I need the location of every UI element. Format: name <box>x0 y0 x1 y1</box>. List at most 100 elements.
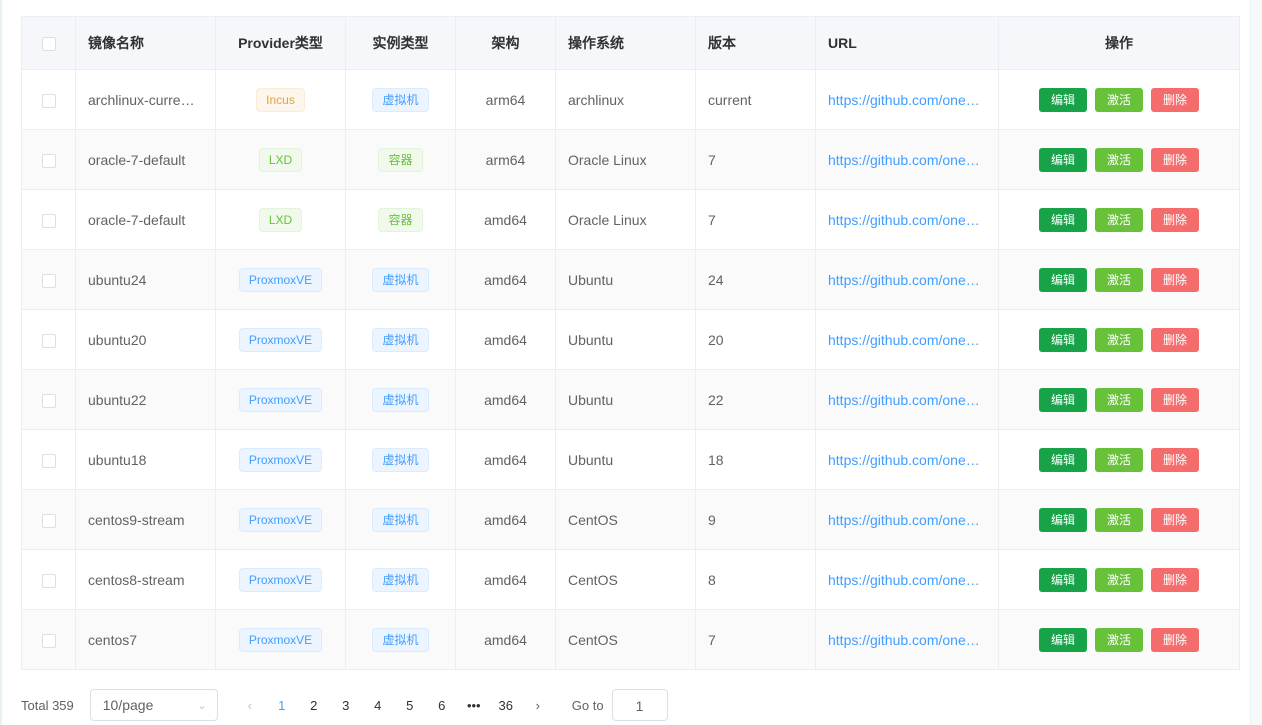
row-checkbox[interactable] <box>41 393 56 408</box>
delete-button[interactable]: 删除 <box>1151 147 1199 172</box>
table-row: ubuntu18 ProxmoxVE 虚拟机 amd64 Ubuntu 18 h… <box>21 429 1240 490</box>
edit-button[interactable]: 编辑 <box>1039 87 1087 112</box>
table-row: oracle-7-default LXD 容器 arm64 Oracle Lin… <box>21 129 1240 190</box>
delete-button[interactable]: 删除 <box>1151 207 1199 232</box>
url-link[interactable]: https://github.com/onecl… <box>815 489 999 550</box>
os: CentOS <box>555 609 696 670</box>
arch: arm64 <box>455 69 556 130</box>
delete-button[interactable]: 删除 <box>1151 507 1199 532</box>
edit-button[interactable]: 编辑 <box>1039 507 1087 532</box>
activate-button[interactable]: 激活 <box>1095 447 1143 472</box>
delete-button[interactable]: 删除 <box>1151 267 1199 292</box>
instance-type-tag: 虚拟机 <box>372 267 429 292</box>
delete-button[interactable]: 删除 <box>1151 327 1199 352</box>
left-edge <box>0 0 2 725</box>
scrollbar[interactable] <box>1250 0 1262 725</box>
edit-button[interactable]: 编辑 <box>1039 567 1087 592</box>
url-link[interactable]: https://github.com/onecl… <box>815 549 999 610</box>
header-provider[interactable]: Provider类型 <box>215 16 346 70</box>
page-number[interactable]: 4 <box>374 697 382 713</box>
table-row: centos7 ProxmoxVE 虚拟机 amd64 CentOS 7 htt… <box>21 609 1240 670</box>
row-checkbox[interactable] <box>41 633 56 648</box>
prev-page-icon[interactable]: ‹ <box>247 697 252 713</box>
url-link[interactable]: https://github.com/onecl… <box>815 129 999 190</box>
row-checkbox[interactable] <box>41 93 56 108</box>
page-number[interactable]: 2 <box>310 697 318 713</box>
url-link[interactable]: https://github.com/onecl… <box>815 249 999 310</box>
page-size-select[interactable]: 10/page ⌄ <box>89 689 218 721</box>
activate-button[interactable]: 激活 <box>1095 627 1143 652</box>
next-page-icon[interactable]: › <box>535 697 540 713</box>
url-link[interactable]: https://github.com/onecl… <box>815 429 999 490</box>
arch: amd64 <box>455 609 556 670</box>
delete-button[interactable]: 删除 <box>1151 387 1199 412</box>
activate-button[interactable]: 激活 <box>1095 567 1143 592</box>
version: 8 <box>695 549 816 610</box>
header-os[interactable]: 操作系统 <box>555 16 696 70</box>
url-link[interactable]: https://github.com/onecl… <box>815 309 999 370</box>
edit-button[interactable]: 编辑 <box>1039 447 1087 472</box>
header-url[interactable]: URL <box>815 16 999 70</box>
row-checkbox[interactable] <box>41 573 56 588</box>
page-number[interactable]: ••• <box>466 697 481 713</box>
url-link[interactable]: https://github.com/onecl… <box>815 609 999 670</box>
os: Oracle Linux <box>555 129 696 190</box>
goto-label: Go to <box>571 697 604 713</box>
row-checkbox[interactable] <box>41 453 56 468</box>
delete-button[interactable]: 删除 <box>1151 87 1199 112</box>
edit-button[interactable]: 编辑 <box>1039 627 1087 652</box>
edit-button[interactable]: 编辑 <box>1039 387 1087 412</box>
row-checkbox[interactable] <box>41 513 56 528</box>
instance-type-tag: 虚拟机 <box>372 507 429 532</box>
provider-tag: ProxmoxVE <box>238 567 323 592</box>
table-row: ubuntu24 ProxmoxVE 虚拟机 amd64 Ubuntu 24 h… <box>21 249 1240 310</box>
page-number[interactable]: 1 <box>278 697 286 713</box>
provider-tag: ProxmoxVE <box>238 327 323 352</box>
provider-tag: ProxmoxVE <box>238 267 323 292</box>
page-number[interactable]: 3 <box>342 697 350 713</box>
select-all-checkbox[interactable] <box>41 37 56 52</box>
row-checkbox[interactable] <box>41 333 56 348</box>
header-name[interactable]: 镜像名称 <box>75 16 216 70</box>
table-row: ubuntu20 ProxmoxVE 虚拟机 amd64 Ubuntu 20 h… <box>21 309 1240 370</box>
delete-button[interactable]: 删除 <box>1151 447 1199 472</box>
edit-button[interactable]: 编辑 <box>1039 207 1087 232</box>
url-link[interactable]: https://github.com/onecl… <box>815 69 999 130</box>
delete-button[interactable]: 删除 <box>1151 627 1199 652</box>
activate-button[interactable]: 激活 <box>1095 207 1143 232</box>
instance-type-tag: 虚拟机 <box>372 447 429 472</box>
url-link[interactable]: https://github.com/onecl… <box>815 189 999 250</box>
total-count: Total 359 <box>21 697 74 713</box>
header-version[interactable]: 版本 <box>695 16 816 70</box>
table-row: archlinux-curre… Incus 虚拟机 arm64 archlin… <box>21 69 1240 130</box>
edit-button[interactable]: 编辑 <box>1039 327 1087 352</box>
page-number[interactable]: 5 <box>406 697 414 713</box>
activate-button[interactable]: 激活 <box>1095 147 1143 172</box>
arch: amd64 <box>455 189 556 250</box>
arch: amd64 <box>455 429 556 490</box>
row-checkbox[interactable] <box>41 213 56 228</box>
activate-button[interactable]: 激活 <box>1095 267 1143 292</box>
page-number[interactable]: 36 <box>498 697 513 713</box>
activate-button[interactable]: 激活 <box>1095 387 1143 412</box>
header-actions: 操作 <box>998 16 1240 70</box>
arch: amd64 <box>455 369 556 430</box>
version: current <box>695 69 816 130</box>
edit-button[interactable]: 编辑 <box>1039 267 1087 292</box>
activate-button[interactable]: 激活 <box>1095 87 1143 112</box>
goto-input[interactable]: 1 <box>611 689 668 721</box>
provider-tag: ProxmoxVE <box>238 507 323 532</box>
image-name: centos8-stream <box>75 549 216 610</box>
activate-button[interactable]: 激活 <box>1095 507 1143 532</box>
edit-button[interactable]: 编辑 <box>1039 147 1087 172</box>
page-number[interactable]: 6 <box>438 697 446 713</box>
header-arch[interactable]: 架构 <box>455 16 556 70</box>
activate-button[interactable]: 激活 <box>1095 327 1143 352</box>
url-link[interactable]: https://github.com/onecl… <box>815 369 999 430</box>
table-row: oracle-7-default LXD 容器 amd64 Oracle Lin… <box>21 189 1240 250</box>
image-name: ubuntu18 <box>75 429 216 490</box>
delete-button[interactable]: 删除 <box>1151 567 1199 592</box>
row-checkbox[interactable] <box>41 273 56 288</box>
row-checkbox[interactable] <box>41 153 56 168</box>
header-instance-type[interactable]: 实例类型 <box>345 16 456 70</box>
